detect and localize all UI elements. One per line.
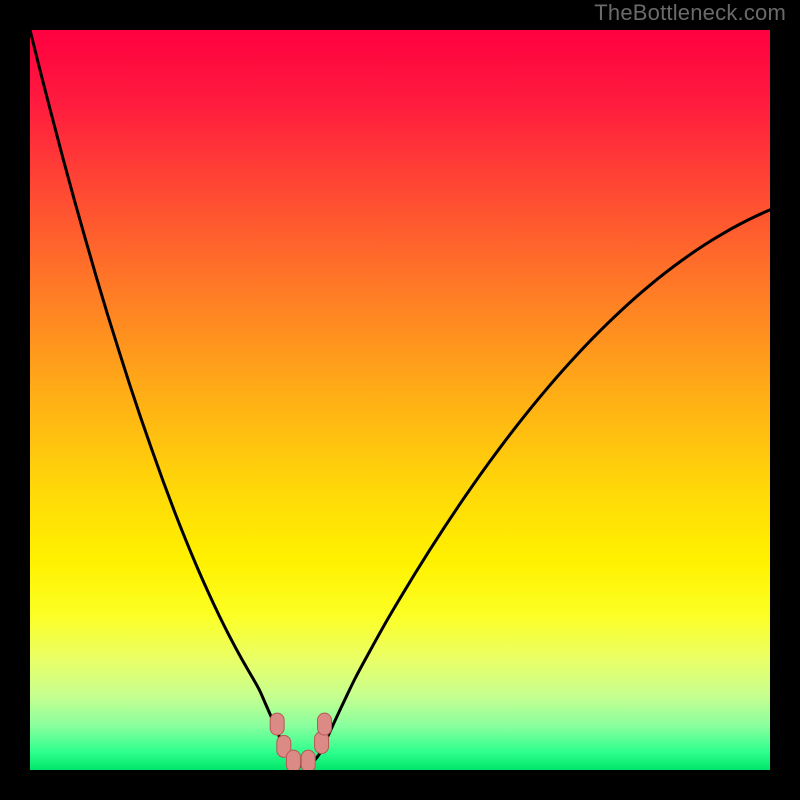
plot-area — [30, 30, 770, 770]
highlight-mark — [286, 750, 300, 770]
highlight-marks — [270, 713, 331, 770]
watermark-text: TheBottleneck.com — [594, 0, 786, 26]
curve-layer — [30, 30, 770, 770]
highlight-mark — [301, 750, 315, 770]
chart-frame: TheBottleneck.com — [0, 0, 800, 800]
bottleneck-curve — [30, 30, 770, 766]
highlight-mark — [270, 713, 284, 735]
highlight-mark — [318, 713, 332, 735]
